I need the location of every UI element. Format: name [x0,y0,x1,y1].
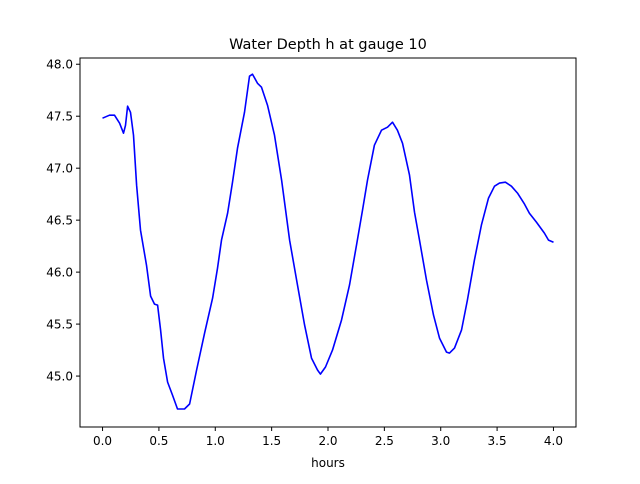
y-tick-label: 45.5 [46,318,73,332]
x-tick-label: 0.5 [149,434,168,448]
x-tick-label: 3.0 [431,434,450,448]
x-tick-label: 4.0 [544,434,563,448]
x-axis-label: hours [311,456,345,470]
y-tick-label: 47.0 [46,162,73,176]
y-tick-label: 46.5 [46,214,73,228]
x-tick-label: 3.5 [488,434,507,448]
plot-area: 0.0 0.5 1.0 1.5 2.0 2.5 3.0 3.5 4.0 45.0 45.5 46.0 4… [46,57,577,448]
x-tick-label: 2.5 [375,434,394,448]
y-tick-label: 48.0 [46,58,73,72]
x-tick-label: 2.0 [318,434,337,448]
chart-title: Water Depth h at gauge 10 [229,37,427,53]
y-tick-label: 45.0 [46,370,73,384]
x-tick-label: 1.0 [206,434,225,448]
x-tick-label: 0.0 [93,434,112,448]
y-tick-label: 47.5 [46,110,73,124]
x-tick-label: 1.5 [262,434,281,448]
y-tick-label: 46.0 [46,266,73,280]
series-line-h [102,73,554,410]
